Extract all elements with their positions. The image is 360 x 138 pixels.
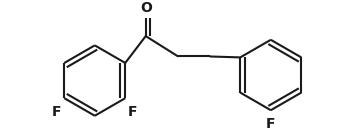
- Text: F: F: [52, 105, 62, 119]
- Text: F: F: [266, 117, 275, 131]
- Text: O: O: [140, 1, 152, 15]
- Text: F: F: [128, 105, 138, 119]
